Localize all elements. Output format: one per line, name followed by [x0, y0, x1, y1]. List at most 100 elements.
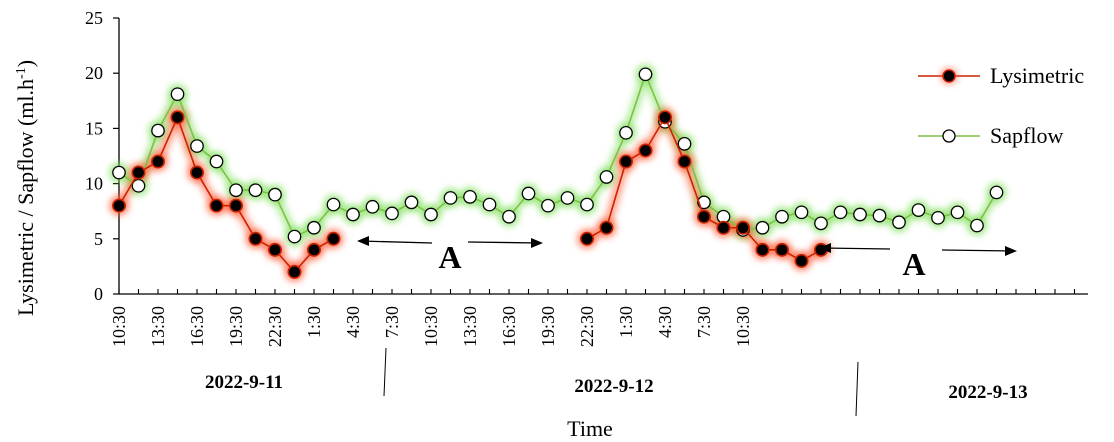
point-lysimetric [326, 231, 341, 246]
annotation-arrow-left [359, 240, 433, 244]
point-sapflow [365, 199, 380, 214]
legend-swatch-marker-sapflow [942, 129, 956, 143]
x-ticks: 10:30 13:30 16:30 19:30 22:30 1:30 4:30 7:30 10:… [109, 289, 1076, 347]
point-sapflow [775, 209, 789, 224]
x-tick-label: 4:30 [655, 306, 675, 338]
point-sapflow [541, 198, 555, 213]
point-sapflow [950, 205, 965, 220]
date-label-2: 2022-9-12 [574, 376, 653, 397]
point-lysimetric [209, 198, 224, 213]
legend: Lysimetric Sapflow [918, 63, 1084, 148]
point-sapflow [677, 137, 692, 151]
x-tick-label: 10:30 [109, 306, 129, 347]
y-axis-title-sup: -1 [14, 67, 29, 79]
point-lysimetric [794, 253, 809, 268]
point-lysimetric [229, 198, 244, 213]
annotation-arrow-right [941, 249, 1015, 252]
legend-swatch-marker-lysimetric [942, 69, 956, 83]
point-sapflow [268, 187, 282, 202]
point-sapflow [151, 123, 165, 138]
point-sapflow [638, 67, 653, 82]
point-sapflow [814, 216, 828, 231]
point-lysimetric [190, 165, 205, 180]
point-sapflow [131, 178, 146, 193]
point-sapflow [443, 191, 458, 205]
point-lysimetric [735, 220, 750, 235]
point-lysimetric [599, 220, 614, 235]
point-lysimetric [696, 209, 711, 224]
annotation-arrow-a-2: A [819, 243, 1017, 282]
point-lysimetric [170, 110, 185, 125]
point-sapflow [385, 206, 399, 221]
point-sapflow [911, 203, 926, 217]
point-sapflow [580, 197, 594, 212]
point-sapflow [599, 170, 614, 184]
point-lysimetric [131, 165, 146, 180]
x-tick-label: 16:30 [499, 306, 519, 347]
point-sapflow [853, 207, 867, 222]
point-sapflow [794, 205, 809, 220]
date-label-3: 2022-9-13 [948, 382, 1027, 403]
point-lysimetric [657, 110, 672, 125]
series-layer [112, 67, 1004, 279]
axes: 0 5 10 15 20 25 10:30 13:30 16:30 19:30 22:30 1:30… [85, 8, 1088, 347]
point-lysimetric [248, 231, 263, 246]
x-tick-label: 13:30 [460, 306, 480, 347]
point-sapflow [833, 205, 848, 220]
y-tick-label: 25 [85, 8, 103, 28]
series-line-sapflow [118, 73, 998, 238]
point-sapflow [989, 185, 1004, 200]
annotation-arrow-left [821, 247, 891, 250]
annotation-label-a-2: A [902, 246, 925, 282]
point-lysimetric [755, 242, 770, 257]
annotation-arrow-a-1: A [357, 236, 543, 275]
x-tick-label: 13:30 [148, 306, 168, 347]
x-tick-label: 1:30 [304, 306, 324, 338]
point-sapflow [112, 165, 126, 180]
x-tick-label: 19:30 [538, 306, 558, 347]
x-tick-label: 22:30 [265, 306, 285, 347]
annotation-arrowhead-left [357, 236, 369, 246]
point-sapflow [697, 195, 711, 210]
point-lysimetric [112, 198, 127, 213]
y-tick-label: 20 [85, 63, 103, 83]
annotation-arrowhead-right [531, 238, 543, 248]
legend-item-lysimetric: Lysimetric [918, 63, 1084, 88]
point-sapflow [521, 186, 536, 201]
annotation-arrowhead-right [1005, 246, 1017, 256]
point-sapflow [502, 209, 516, 224]
point-lysimetric [774, 242, 789, 257]
point-lysimetric [151, 154, 166, 169]
x-tick-label: 1:30 [616, 306, 636, 338]
legend-item-sapflow: Sapflow [918, 123, 1063, 148]
point-sapflow [619, 125, 633, 140]
point-lysimetric [716, 220, 731, 235]
y-axis-title-main: Lysimetric / Sapflow (ml.h [13, 79, 38, 316]
point-sapflow [209, 154, 224, 169]
point-sapflow [463, 189, 477, 204]
point-sapflow [404, 195, 419, 210]
annotation-arrow-right [467, 241, 541, 244]
point-sapflow [170, 87, 185, 102]
day-separator [383, 347, 387, 397]
y-ticks: 0 5 10 15 20 25 [85, 8, 119, 304]
point-sapflow [346, 207, 360, 222]
point-lysimetric [306, 242, 321, 257]
x-tick-label: 22:30 [577, 306, 597, 347]
x-tick-label: 19:30 [226, 306, 246, 347]
point-sapflow [872, 208, 887, 223]
point-sapflow [424, 207, 438, 222]
point-sapflow [560, 191, 575, 205]
point-sapflow [229, 183, 243, 198]
point-sapflow [755, 220, 770, 235]
point-lysimetric [618, 154, 633, 169]
y-tick-label: 5 [94, 229, 103, 249]
x-tick-label: 7:30 [694, 306, 714, 338]
y-axis-title-suffix: ) [13, 60, 38, 67]
point-sapflow [287, 229, 302, 244]
point-sapflow [190, 139, 204, 153]
x-tick-label: 16:30 [187, 306, 207, 347]
point-lysimetric [287, 264, 302, 279]
point-lysimetric [638, 143, 653, 158]
